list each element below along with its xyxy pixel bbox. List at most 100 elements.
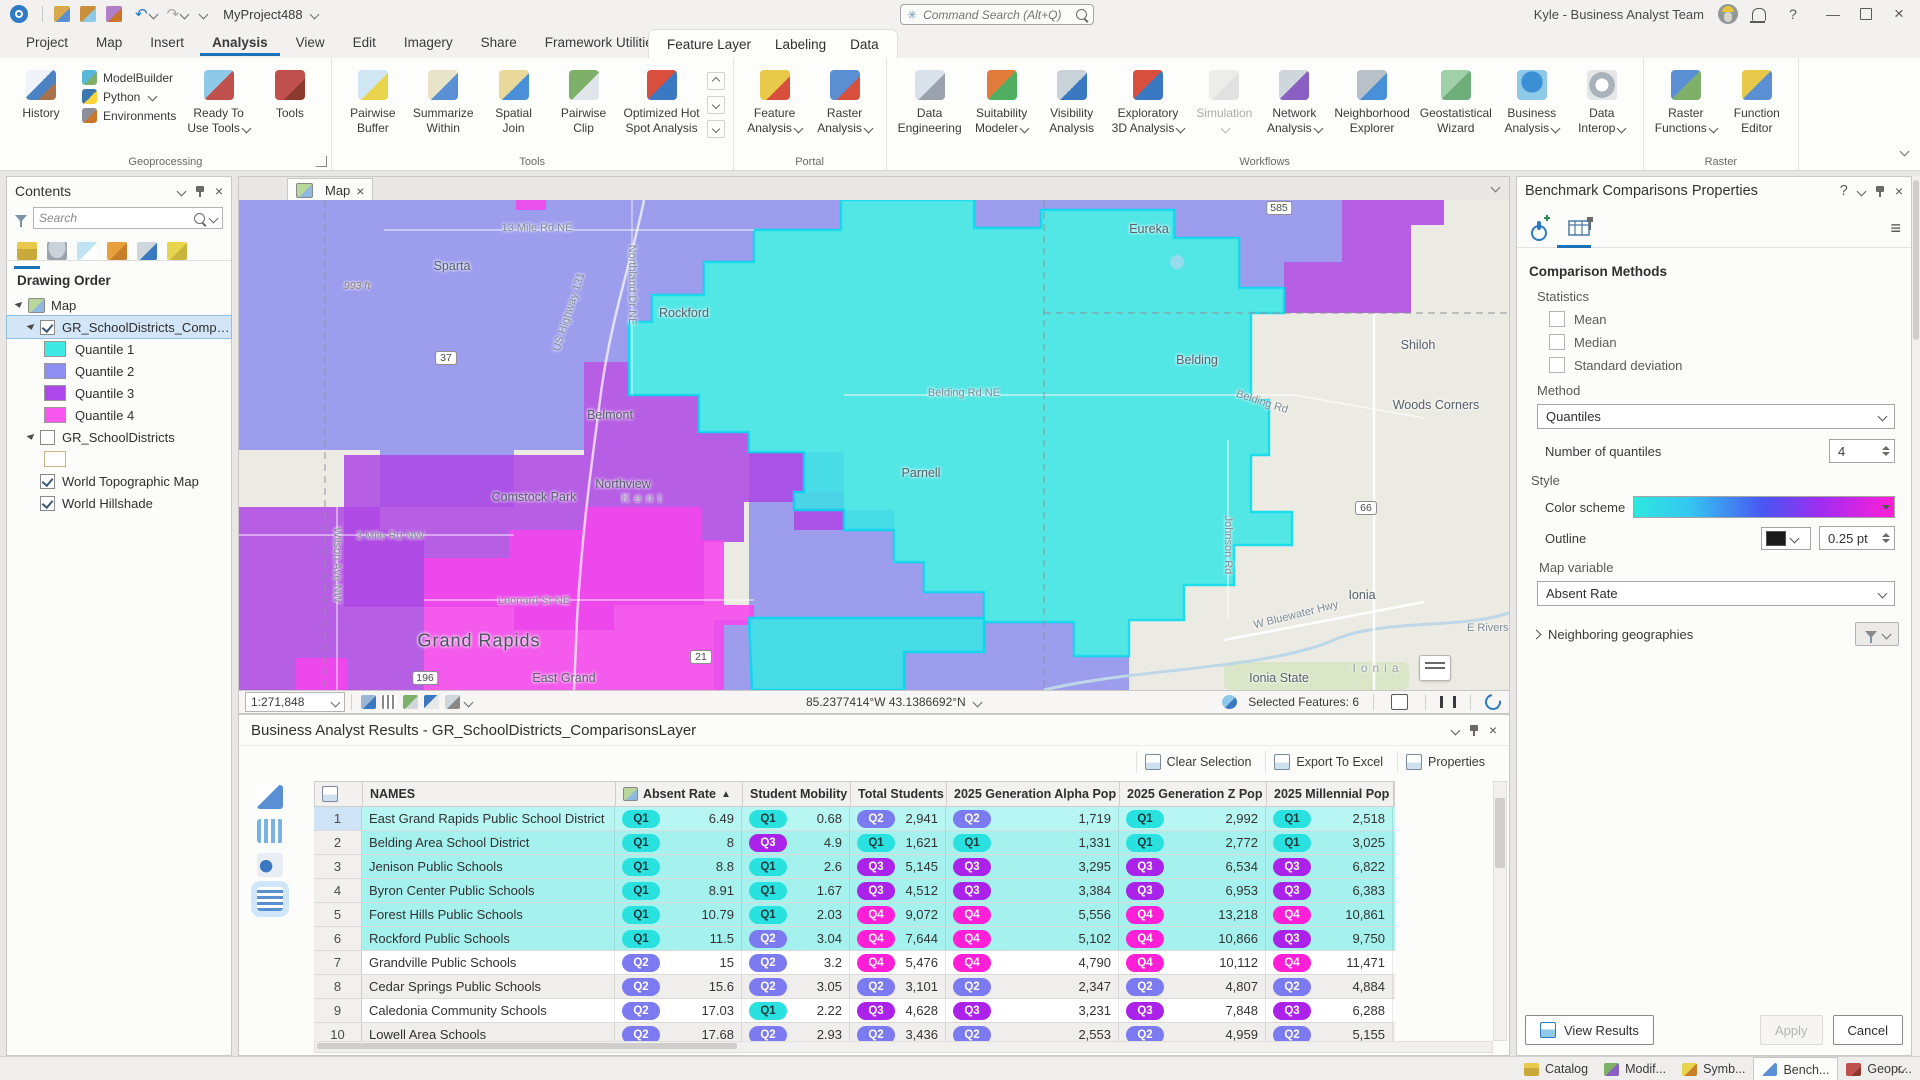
undo-button[interactable]: ↶ <box>135 6 148 23</box>
value-cell[interactable]: Q4 4,790 <box>946 951 1119 974</box>
name-cell[interactable]: Lowell Area Schools <box>362 1023 615 1046</box>
value-cell[interactable]: Q2 5,155 <box>1266 1023 1393 1046</box>
table-row[interactable]: 9 Caledonia Community Schools Q2 17.03 Q1 2.2… <box>314 999 1395 1023</box>
value-cell[interactable]: Q1 2.03 <box>742 903 850 926</box>
value-cell[interactable]: Q2 3,101 <box>850 975 946 998</box>
value-cell[interactable]: Q1 0.68 <box>742 807 850 830</box>
expander-icon[interactable] <box>26 323 36 331</box>
contents-search-input[interactable]: Search <box>33 207 223 229</box>
table-horizontal-scrollbar[interactable] <box>314 1041 1493 1053</box>
ribbon-button-data-engineering[interactable]: Data Engineering <box>893 64 967 138</box>
value-cell[interactable]: Q4 10,861 <box>1266 903 1393 926</box>
value-cell[interactable]: Q4 13,218 <box>1119 903 1266 926</box>
value-cell[interactable]: Q3 6,822 <box>1266 855 1393 878</box>
panel-menu-icon[interactable] <box>176 186 187 196</box>
symbol-swatch[interactable] <box>44 407 66 423</box>
select-tool-dropdown-icon[interactable] <box>463 697 474 707</box>
layer-tree-item-quantile-4[interactable]: Quantile 4 <box>7 404 231 426</box>
value-cell[interactable]: Q1 10.79 <box>615 903 742 926</box>
ribbon-button-simulation[interactable]: Simulation <box>1189 64 1259 138</box>
column-header-2025-millennial-pop[interactable]: 2025 Millennial Pop <box>1267 782 1394 806</box>
contextual-tab-feature-layer[interactable]: Feature Layer <box>667 37 752 52</box>
tools-gallery-scrollbar[interactable] <box>706 72 725 138</box>
map-canvas[interactable]: Sparta 13 Mile Rd NE Northland Dr NE US Hig… <box>238 200 1510 690</box>
selected-features-count[interactable]: Selected Features: 6 <box>1248 695 1359 709</box>
row-number-cell[interactable]: 7 <box>314 951 362 974</box>
auto-hide-pin-icon[interactable] <box>1469 724 1479 736</box>
results-toolbar-export-to-excel[interactable]: Export To Excel <box>1265 751 1391 773</box>
row-number-cell[interactable]: 4 <box>314 879 362 902</box>
value-cell[interactable]: Q1 8.8 <box>615 855 742 878</box>
panel-options-icon[interactable]: ≡ <box>1890 217 1901 238</box>
name-cell[interactable]: Grandville Public Schools <box>362 951 615 974</box>
mean-checkbox[interactable] <box>1549 311 1565 327</box>
value-cell[interactable]: Q3 6,953 <box>1119 879 1266 902</box>
view-results-button[interactable]: View Results <box>1525 1015 1654 1045</box>
filter-icon[interactable] <box>15 214 27 227</box>
row-number-cell[interactable]: 2 <box>314 831 362 854</box>
ribbon-button-pairwise-buffer[interactable]: Pairwise Buffer <box>338 64 408 138</box>
dock-tab-geopr[interactable]: Geopr... <box>1838 1058 1919 1080</box>
layer-tree-item-world-hillshade[interactable]: World Hillshade <box>7 492 231 514</box>
table-row[interactable]: 3 Jenison Public Schools Q1 8.8 Q1 2.6 Q3 5,145… <box>314 855 1395 879</box>
cancel-button[interactable]: Cancel <box>1832 1015 1903 1045</box>
outline-width-stepper[interactable]: 0.25 pt <box>1819 526 1895 550</box>
close-panel-icon[interactable]: × <box>1488 722 1497 738</box>
value-cell[interactable]: Q1 2.6 <box>742 855 850 878</box>
restore-button[interactable] <box>1860 8 1872 20</box>
value-cell[interactable]: Q1 3,025 <box>1266 831 1393 854</box>
redo-dropdown-icon[interactable] <box>179 9 190 19</box>
menu-tab-map[interactable]: Map <box>96 35 123 50</box>
value-cell[interactable]: Q3 4,512 <box>850 879 946 902</box>
auto-hide-pin-icon[interactable] <box>195 185 205 197</box>
signed-in-user[interactable]: Kyle - Business Analyst Team <box>1533 6 1704 22</box>
value-cell[interactable]: Q4 5,556 <box>946 903 1119 926</box>
value-cell[interactable]: Q4 11,471 <box>1266 951 1393 974</box>
value-cell[interactable]: Q2 4,807 <box>1119 975 1266 998</box>
map-view-tab[interactable]: Map × <box>287 178 374 202</box>
value-cell[interactable]: Q4 10,866 <box>1119 927 1266 950</box>
customize-quick-access-icon[interactable] <box>198 9 209 19</box>
value-cell[interactable]: Q1 6.49 <box>615 807 742 830</box>
list-by-drawing-order-icon[interactable] <box>14 242 40 269</box>
add-benchmarks-tab-icon[interactable] <box>1527 215 1553 241</box>
layer-tree-item-quantile-3[interactable]: Quantile 3 <box>7 382 231 404</box>
list-by-selection-icon[interactable] <box>77 242 97 260</box>
menu-tab-view[interactable]: View <box>295 35 325 50</box>
value-cell[interactable]: Q4 10,112 <box>1119 951 1266 974</box>
value-cell[interactable]: Q2 3.04 <box>742 927 850 950</box>
map-scale-select[interactable]: 1:271,848 <box>245 692 345 712</box>
menu-tab-share[interactable]: Share <box>480 35 517 50</box>
neighboring-filter-button[interactable] <box>1855 622 1899 646</box>
layer-tree-item-world-topographic-map[interactable]: World Topographic Map <box>7 470 231 492</box>
new-map-icon[interactable] <box>54 6 70 22</box>
project-name[interactable]: MyProject488 <box>223 7 320 22</box>
value-cell[interactable]: Q3 7,848 <box>1119 999 1266 1022</box>
ribbon-button-function-editor[interactable]: Function Editor <box>1722 64 1792 138</box>
row-number-cell[interactable]: 1 <box>314 807 362 830</box>
close-panel-icon[interactable]: × <box>1894 183 1903 199</box>
table-row[interactable]: 2 Belding Area School District Q1 8 Q3 4.9 Q1 1… <box>314 831 1395 855</box>
ribbon-button-suitability-modeler[interactable]: Suitability Modeler <box>967 64 1037 138</box>
value-cell[interactable]: Q2 4,959 <box>1119 1023 1266 1046</box>
row-number-cell[interactable]: 5 <box>314 903 362 926</box>
name-cell[interactable]: Rockford Public Schools <box>362 927 615 950</box>
ribbon-button-summarize-within[interactable]: Summarize Within <box>408 64 479 138</box>
redo-button[interactable]: ↷ <box>166 6 180 23</box>
menu-tab-project[interactable]: Project <box>26 35 69 50</box>
contextual-tab-labeling[interactable]: Labeling <box>775 37 827 52</box>
contextual-tab-data[interactable]: Data <box>850 37 879 52</box>
close-panel-icon[interactable]: × <box>214 183 223 199</box>
table-row[interactable]: 7 Grandville Public Schools Q2 15 Q2 3.2 Q4 5,4… <box>314 951 1395 975</box>
symbol-swatch[interactable] <box>44 451 66 467</box>
value-cell[interactable]: Q2 2,553 <box>946 1023 1119 1046</box>
value-cell[interactable]: Q2 15.6 <box>615 975 742 998</box>
value-cell[interactable]: Q2 2.93 <box>742 1023 850 1046</box>
save-project-icon[interactable] <box>106 6 122 22</box>
menu-tab-analysis[interactable]: Analysis <box>200 30 280 56</box>
expand-neighboring-geographies-icon[interactable] <box>1531 629 1542 639</box>
value-cell[interactable]: Q2 3,436 <box>850 1023 946 1046</box>
name-cell[interactable]: Byron Center Public Schools <box>362 879 615 902</box>
table-row[interactable]: 5 Forest Hills Public Schools Q1 10.79 Q1 2.0… <box>314 903 1395 927</box>
ribbon-button-geostatistical-wizard[interactable]: Geostatistical Wizard <box>1415 64 1497 138</box>
